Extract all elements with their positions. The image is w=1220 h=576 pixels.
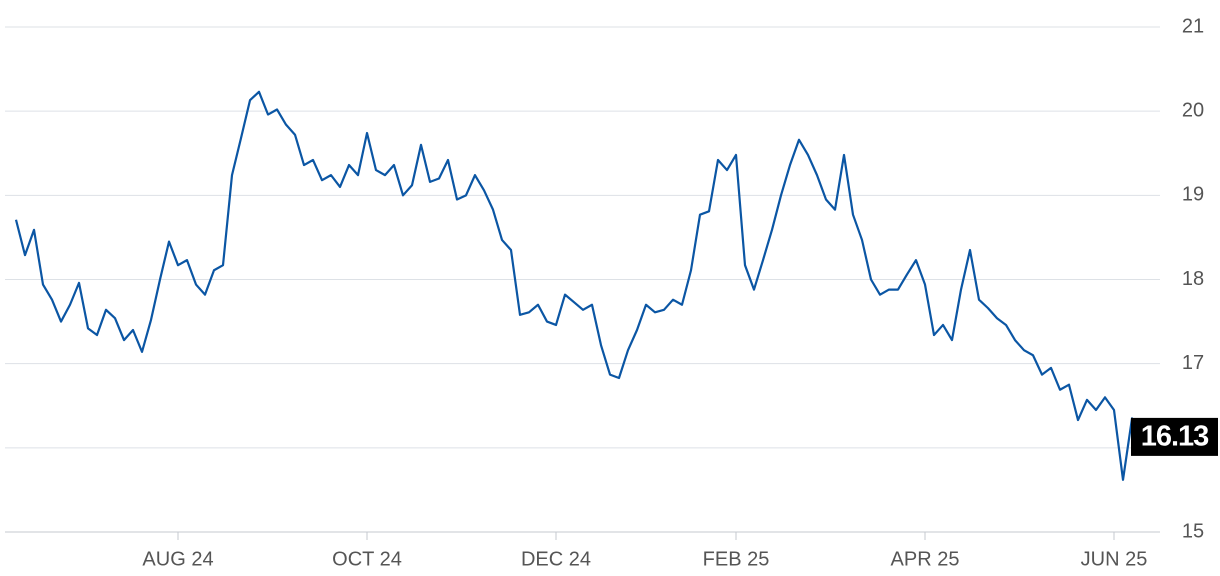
x-tick-label: DEC 24 xyxy=(521,548,591,570)
y-tick-label: 18 xyxy=(1182,268,1204,290)
y-tick-label: 15 xyxy=(1182,520,1204,542)
x-tick-label: APR 25 xyxy=(891,548,960,570)
last-value-label: 16.13 xyxy=(1141,421,1209,453)
last-value-badge: 16.13 xyxy=(1131,417,1218,456)
last-value-box xyxy=(1131,417,1218,456)
y-tick-label: 21 xyxy=(1182,15,1204,37)
y-tick-label: 20 xyxy=(1182,99,1204,121)
x-tick-label: OCT 24 xyxy=(332,548,402,570)
y-tick-label: 17 xyxy=(1182,352,1204,374)
x-tick-label: AUG 24 xyxy=(142,548,213,570)
x-tick-label: FEB 25 xyxy=(703,548,770,570)
y-tick-label: 19 xyxy=(1182,184,1204,206)
x-tick-label: JUN 25 xyxy=(1081,548,1148,570)
price-line xyxy=(14,90,1142,481)
